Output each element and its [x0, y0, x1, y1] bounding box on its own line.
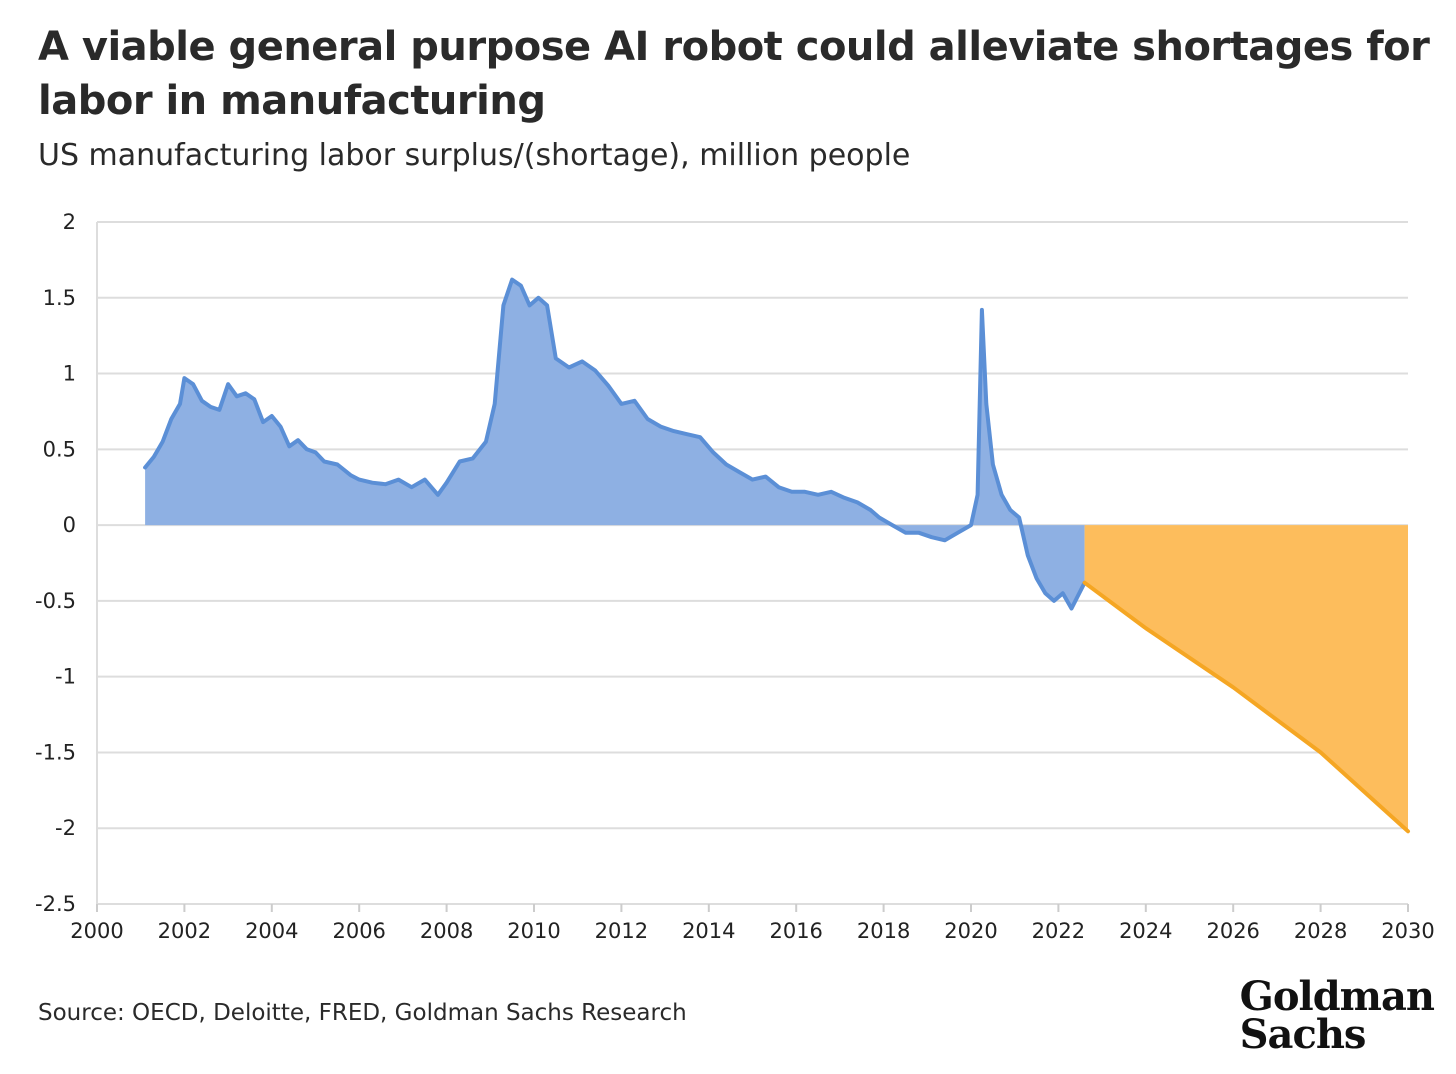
x-tick-label: 2026 [1206, 919, 1259, 943]
logo-line-2: Sachs [1239, 1011, 1367, 1058]
x-tick-label: 2008 [420, 919, 473, 943]
chart-title: A viable general purpose AI robot could … [38, 24, 1430, 124]
x-tick-label: 2012 [595, 919, 648, 943]
y-tick-label: 0 [63, 513, 76, 537]
x-tick-label: 2018 [857, 919, 910, 943]
y-tick-label: -2.5 [35, 892, 76, 916]
y-tick-label: 1.5 [43, 286, 76, 310]
y-tick-label: -2 [55, 816, 76, 840]
x-tick-label: 2028 [1294, 919, 1347, 943]
area-chart: 2 1.5 1 0.5 0 -0.5 -1 -1.5 -2 -2.5 2000 2002 2004 200… [35, 210, 1435, 943]
x-tick-label: 2020 [944, 919, 997, 943]
historical-series-line [143, 277, 1087, 611]
y-tick-label: -1.5 [35, 740, 76, 764]
chart-subtitle: US manufacturing labor surplus/(shortage… [38, 138, 911, 173]
y-tick-label: 1 [63, 362, 76, 386]
historical-area-fill [145, 279, 1085, 609]
x-tick-label: 2030 [1381, 919, 1434, 943]
x-tick-label: 2022 [1032, 919, 1085, 943]
source-note: Source: OECD, Deloitte, FRED, Goldman Sa… [38, 1000, 687, 1026]
y-tick-label: 2 [63, 210, 76, 234]
axes: 2 1.5 1 0.5 0 -0.5 -1 -1.5 -2 -2.5 2000 2002 2004 200… [35, 210, 1435, 943]
area-series [143, 277, 1410, 834]
y-tick-label: -1 [55, 665, 76, 689]
x-tick-label: 2014 [682, 919, 735, 943]
x-tick-label: 2002 [158, 919, 211, 943]
forecast-area-fill [1084, 525, 1408, 832]
x-tick-label: 2016 [769, 919, 822, 943]
y-tick-label: -0.5 [35, 589, 76, 613]
x-tick-label: 2024 [1119, 919, 1172, 943]
x-tick-label: 2000 [70, 919, 123, 943]
x-tick-label: 2004 [245, 919, 298, 943]
x-tick-label: 2006 [332, 919, 385, 943]
x-tick-label: 2010 [507, 919, 560, 943]
logo-line-1: Goldman [1239, 973, 1435, 1020]
forecast-series-line [1082, 580, 1410, 834]
y-tick-label: 0.5 [43, 437, 76, 461]
goldman-sachs-logo: Goldman Sachs [1239, 973, 1435, 1058]
